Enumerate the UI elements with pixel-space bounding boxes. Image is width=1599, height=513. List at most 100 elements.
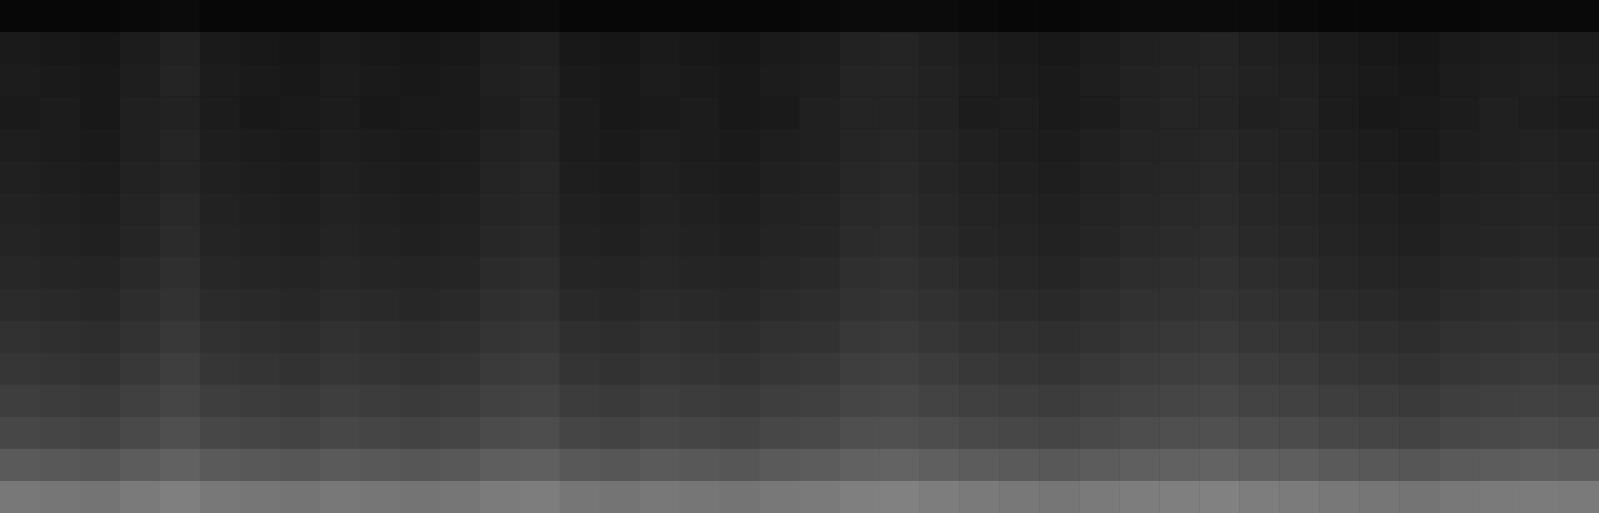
cell (1519, 289, 1559, 322)
cell (1319, 224, 1359, 257)
cell (280, 449, 320, 482)
cell (280, 192, 320, 225)
cell (600, 224, 640, 257)
cell (640, 289, 680, 322)
cell (800, 128, 840, 161)
cell (480, 224, 520, 257)
cell (120, 224, 160, 257)
cell (200, 0, 240, 33)
cell (800, 192, 840, 225)
cell (760, 417, 800, 450)
cell (360, 128, 400, 161)
cell (879, 481, 919, 513)
cell (360, 96, 400, 129)
cell (680, 0, 720, 33)
cell (160, 192, 200, 225)
cell (919, 321, 959, 354)
cell (1479, 64, 1519, 97)
cell (999, 289, 1039, 322)
cell (240, 289, 280, 322)
cell (800, 321, 840, 354)
cell (160, 128, 200, 161)
cell (360, 224, 400, 257)
cell (440, 96, 480, 129)
cell (1359, 257, 1399, 290)
cell (1239, 32, 1279, 65)
cell (1199, 257, 1239, 290)
cell (520, 128, 560, 161)
cell (440, 321, 480, 354)
cell (1559, 257, 1599, 290)
cell (560, 257, 600, 290)
cell (520, 160, 560, 193)
cell (1359, 32, 1399, 65)
cell (720, 385, 760, 418)
cell (959, 128, 999, 161)
cell (440, 449, 480, 482)
cell (0, 128, 40, 161)
cell (40, 160, 80, 193)
cell (839, 128, 879, 161)
cell (1479, 257, 1519, 290)
cell (919, 481, 959, 513)
cell (1319, 481, 1359, 513)
cell (1359, 385, 1399, 418)
cell (1559, 96, 1599, 129)
cell (480, 192, 520, 225)
cell (1079, 449, 1119, 482)
cell (440, 32, 480, 65)
cell (600, 96, 640, 129)
cell (200, 449, 240, 482)
cell (1079, 321, 1119, 354)
cell (720, 257, 760, 290)
cell (720, 481, 760, 513)
cell (240, 192, 280, 225)
cell (560, 192, 600, 225)
cell (80, 32, 120, 65)
cell (1199, 64, 1239, 97)
cell (1519, 353, 1559, 386)
cell (1199, 481, 1239, 513)
cell (720, 289, 760, 322)
cell (0, 96, 40, 129)
cell (959, 353, 999, 386)
cell (1399, 0, 1439, 33)
cell (800, 257, 840, 290)
cell (919, 289, 959, 322)
cell (1039, 128, 1079, 161)
cell (919, 449, 959, 482)
cell (200, 224, 240, 257)
cell (440, 224, 480, 257)
cell (1319, 160, 1359, 193)
cell (1319, 257, 1359, 290)
cell (1519, 385, 1559, 418)
cell (959, 192, 999, 225)
cell (1119, 481, 1159, 513)
cell (800, 0, 840, 33)
cell (1399, 481, 1439, 513)
cell (1079, 385, 1119, 418)
cell (360, 0, 400, 33)
cell (1119, 160, 1159, 193)
cell (560, 321, 600, 354)
cell (1079, 0, 1119, 33)
cell (40, 96, 80, 129)
cell (400, 128, 440, 161)
cell (480, 449, 520, 482)
cell (1359, 353, 1399, 386)
cell (919, 128, 959, 161)
cell (1479, 224, 1519, 257)
cell (1239, 289, 1279, 322)
cell (1079, 417, 1119, 450)
cell (1319, 32, 1359, 65)
cell (360, 321, 400, 354)
cell (1039, 481, 1079, 513)
cell (1159, 417, 1199, 450)
cell (160, 257, 200, 290)
cell (1359, 160, 1399, 193)
cell (1439, 192, 1479, 225)
cell (640, 32, 680, 65)
cell (560, 128, 600, 161)
cell (520, 353, 560, 386)
cell (200, 192, 240, 225)
